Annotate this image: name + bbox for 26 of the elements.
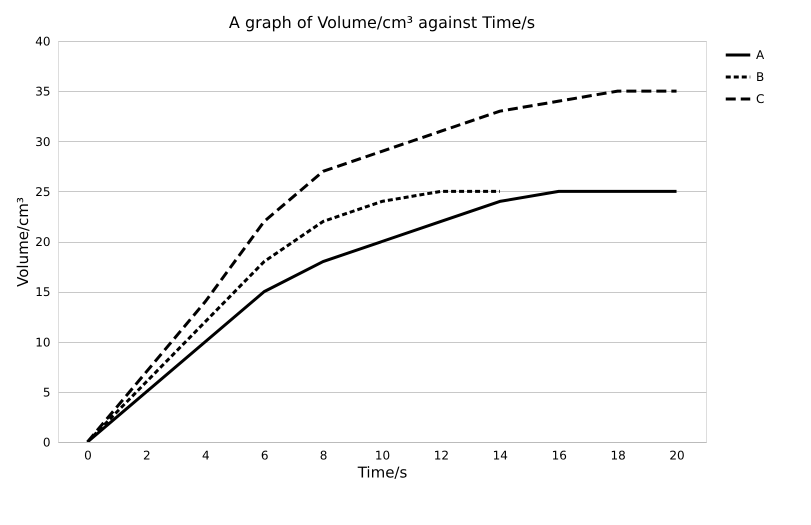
x-axis-title: Time/s [356, 464, 408, 482]
legend-label: A [756, 48, 765, 62]
x-tick-label: 4 [202, 448, 210, 462]
y-tick-label: 35 [35, 84, 50, 99]
x-tick-label: 2 [143, 448, 151, 462]
x-tick-label: 10 [374, 448, 390, 462]
x-tick-label: 14 [492, 448, 508, 462]
y-tick-label: 20 [35, 235, 50, 249]
legend-label: B [756, 70, 764, 84]
y-tick-label: 15 [35, 285, 50, 300]
y-tick-label: 10 [35, 335, 50, 350]
chart-title: A graph of Volume/cm³ against Time/s [228, 13, 536, 32]
legend-label: C [756, 92, 764, 106]
x-tick-label: 8 [320, 448, 328, 462]
x-tick-label: 16 [552, 448, 567, 462]
x-tick-label: 12 [434, 448, 450, 462]
x-tick-label: 18 [610, 448, 626, 462]
x-tick-label: 0 [84, 448, 92, 462]
y-tick-label: 30 [35, 134, 50, 149]
y-tick-label: 25 [35, 184, 50, 199]
y-tick-label: 40 [35, 34, 50, 48]
x-tick-label: 6 [260, 448, 268, 462]
x-tick-label: 20 [669, 448, 685, 462]
y-tick-label: 5 [42, 385, 50, 400]
y-tick-label: 0 [42, 436, 50, 450]
y-axis-title: Volume/cm³ [14, 197, 32, 287]
